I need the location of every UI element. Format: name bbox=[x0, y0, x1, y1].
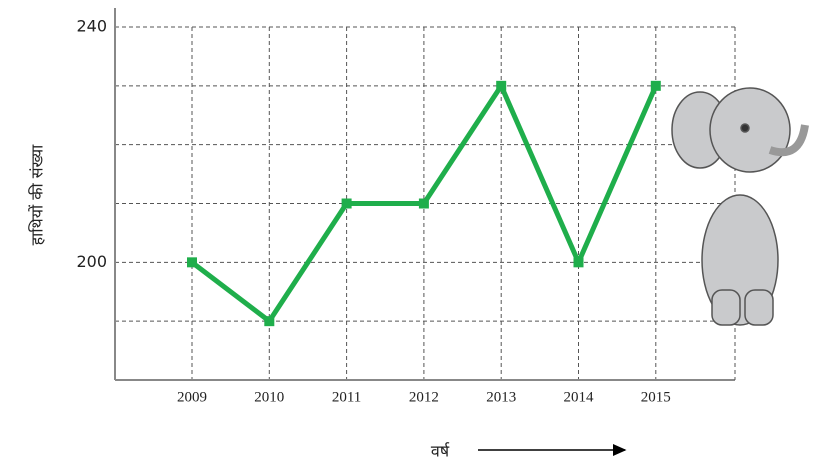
x-axis-title: वर्ष bbox=[431, 442, 450, 461]
x-tick-label: 2014 bbox=[564, 389, 595, 405]
y-axis-title: हाथियों की संख्या bbox=[28, 144, 47, 245]
x-tick-label: 2010 bbox=[254, 389, 284, 405]
point bbox=[342, 199, 352, 209]
elephant bbox=[672, 88, 805, 325]
y-tick-label: 240 bbox=[76, 17, 107, 36]
x-tick-label: 2015 bbox=[641, 389, 671, 405]
point bbox=[574, 257, 584, 267]
x-tick-label: 2009 bbox=[177, 389, 207, 405]
x-tick-label: 2012 bbox=[409, 389, 439, 405]
x-tick-label: 2011 bbox=[332, 389, 361, 405]
y-tick-label: 200 bbox=[76, 252, 107, 271]
point bbox=[496, 81, 506, 91]
point bbox=[264, 316, 274, 326]
x-tick-label: 2013 bbox=[486, 389, 516, 405]
chart: हाथियों की संख्या वर्ष 200 240 2009 2010 201… bbox=[0, 0, 813, 470]
point bbox=[651, 81, 661, 91]
point bbox=[187, 257, 197, 267]
point bbox=[419, 199, 429, 209]
